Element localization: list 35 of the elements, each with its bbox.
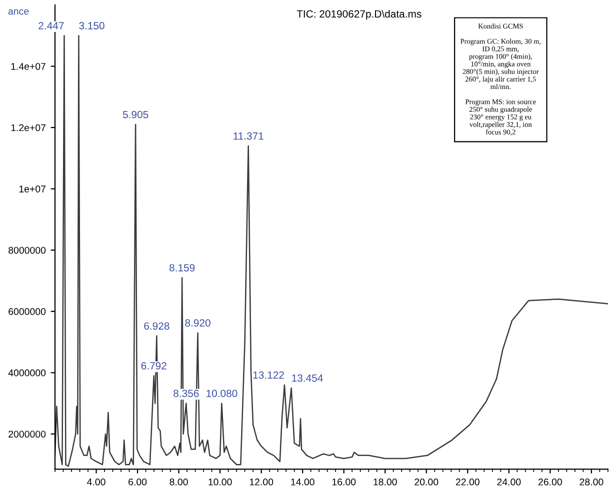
- x-tick-label: 28.00: [580, 478, 604, 486]
- annotation: 13.454: [292, 374, 323, 382]
- annotation: 8.159: [169, 264, 195, 272]
- x-tick-label: 14.00: [291, 478, 314, 486]
- annotation: 6.928: [144, 322, 170, 330]
- y-tick-label: 8000000: [8, 246, 46, 254]
- y-tick-label: 1.2e+07: [11, 124, 46, 132]
- x-tick-label: 10.00: [208, 478, 232, 486]
- y-tick-label: 4000000: [8, 369, 46, 376]
- x-tick-label: 12.00: [250, 478, 274, 486]
- x-tick-label: 24.00: [497, 478, 521, 486]
- x-tick-label: 26.00: [538, 478, 562, 486]
- y-axis-title: ance: [8, 9, 29, 15]
- chart-title: TIC: 20190627p.D\data.ms: [296, 10, 422, 20]
- x-tick-label: 4.00: [87, 478, 106, 486]
- y-tick-label: 6000000: [8, 308, 46, 316]
- annotation: 2.447: [38, 22, 64, 30]
- annotation: 5.905: [122, 110, 148, 118]
- x-tick-label: 22.00: [456, 478, 480, 486]
- y-tick-label: 2000000: [8, 430, 46, 438]
- x-tick-label: 20.00: [414, 478, 438, 486]
- x-tick-label: 6.00: [128, 478, 147, 486]
- annotation: 13.122: [253, 371, 284, 379]
- line-series: [54, 34, 608, 467]
- annotation: 6.792: [141, 362, 166, 370]
- x-tick-label: 16.00: [332, 478, 356, 486]
- x-tick-label: 8.00: [170, 478, 188, 486]
- y-tick-label: 1.4e+07: [11, 62, 46, 70]
- annotation: 3.150: [79, 22, 104, 30]
- annotation: 8.920: [185, 319, 210, 327]
- y-tick-label: 1e+07: [19, 186, 46, 192]
- annotation: 10.080: [206, 390, 238, 398]
- annotation: 8.356: [174, 390, 199, 398]
- annotation: 11.371: [234, 132, 264, 140]
- x-tick-label: 18.00: [374, 478, 397, 486]
